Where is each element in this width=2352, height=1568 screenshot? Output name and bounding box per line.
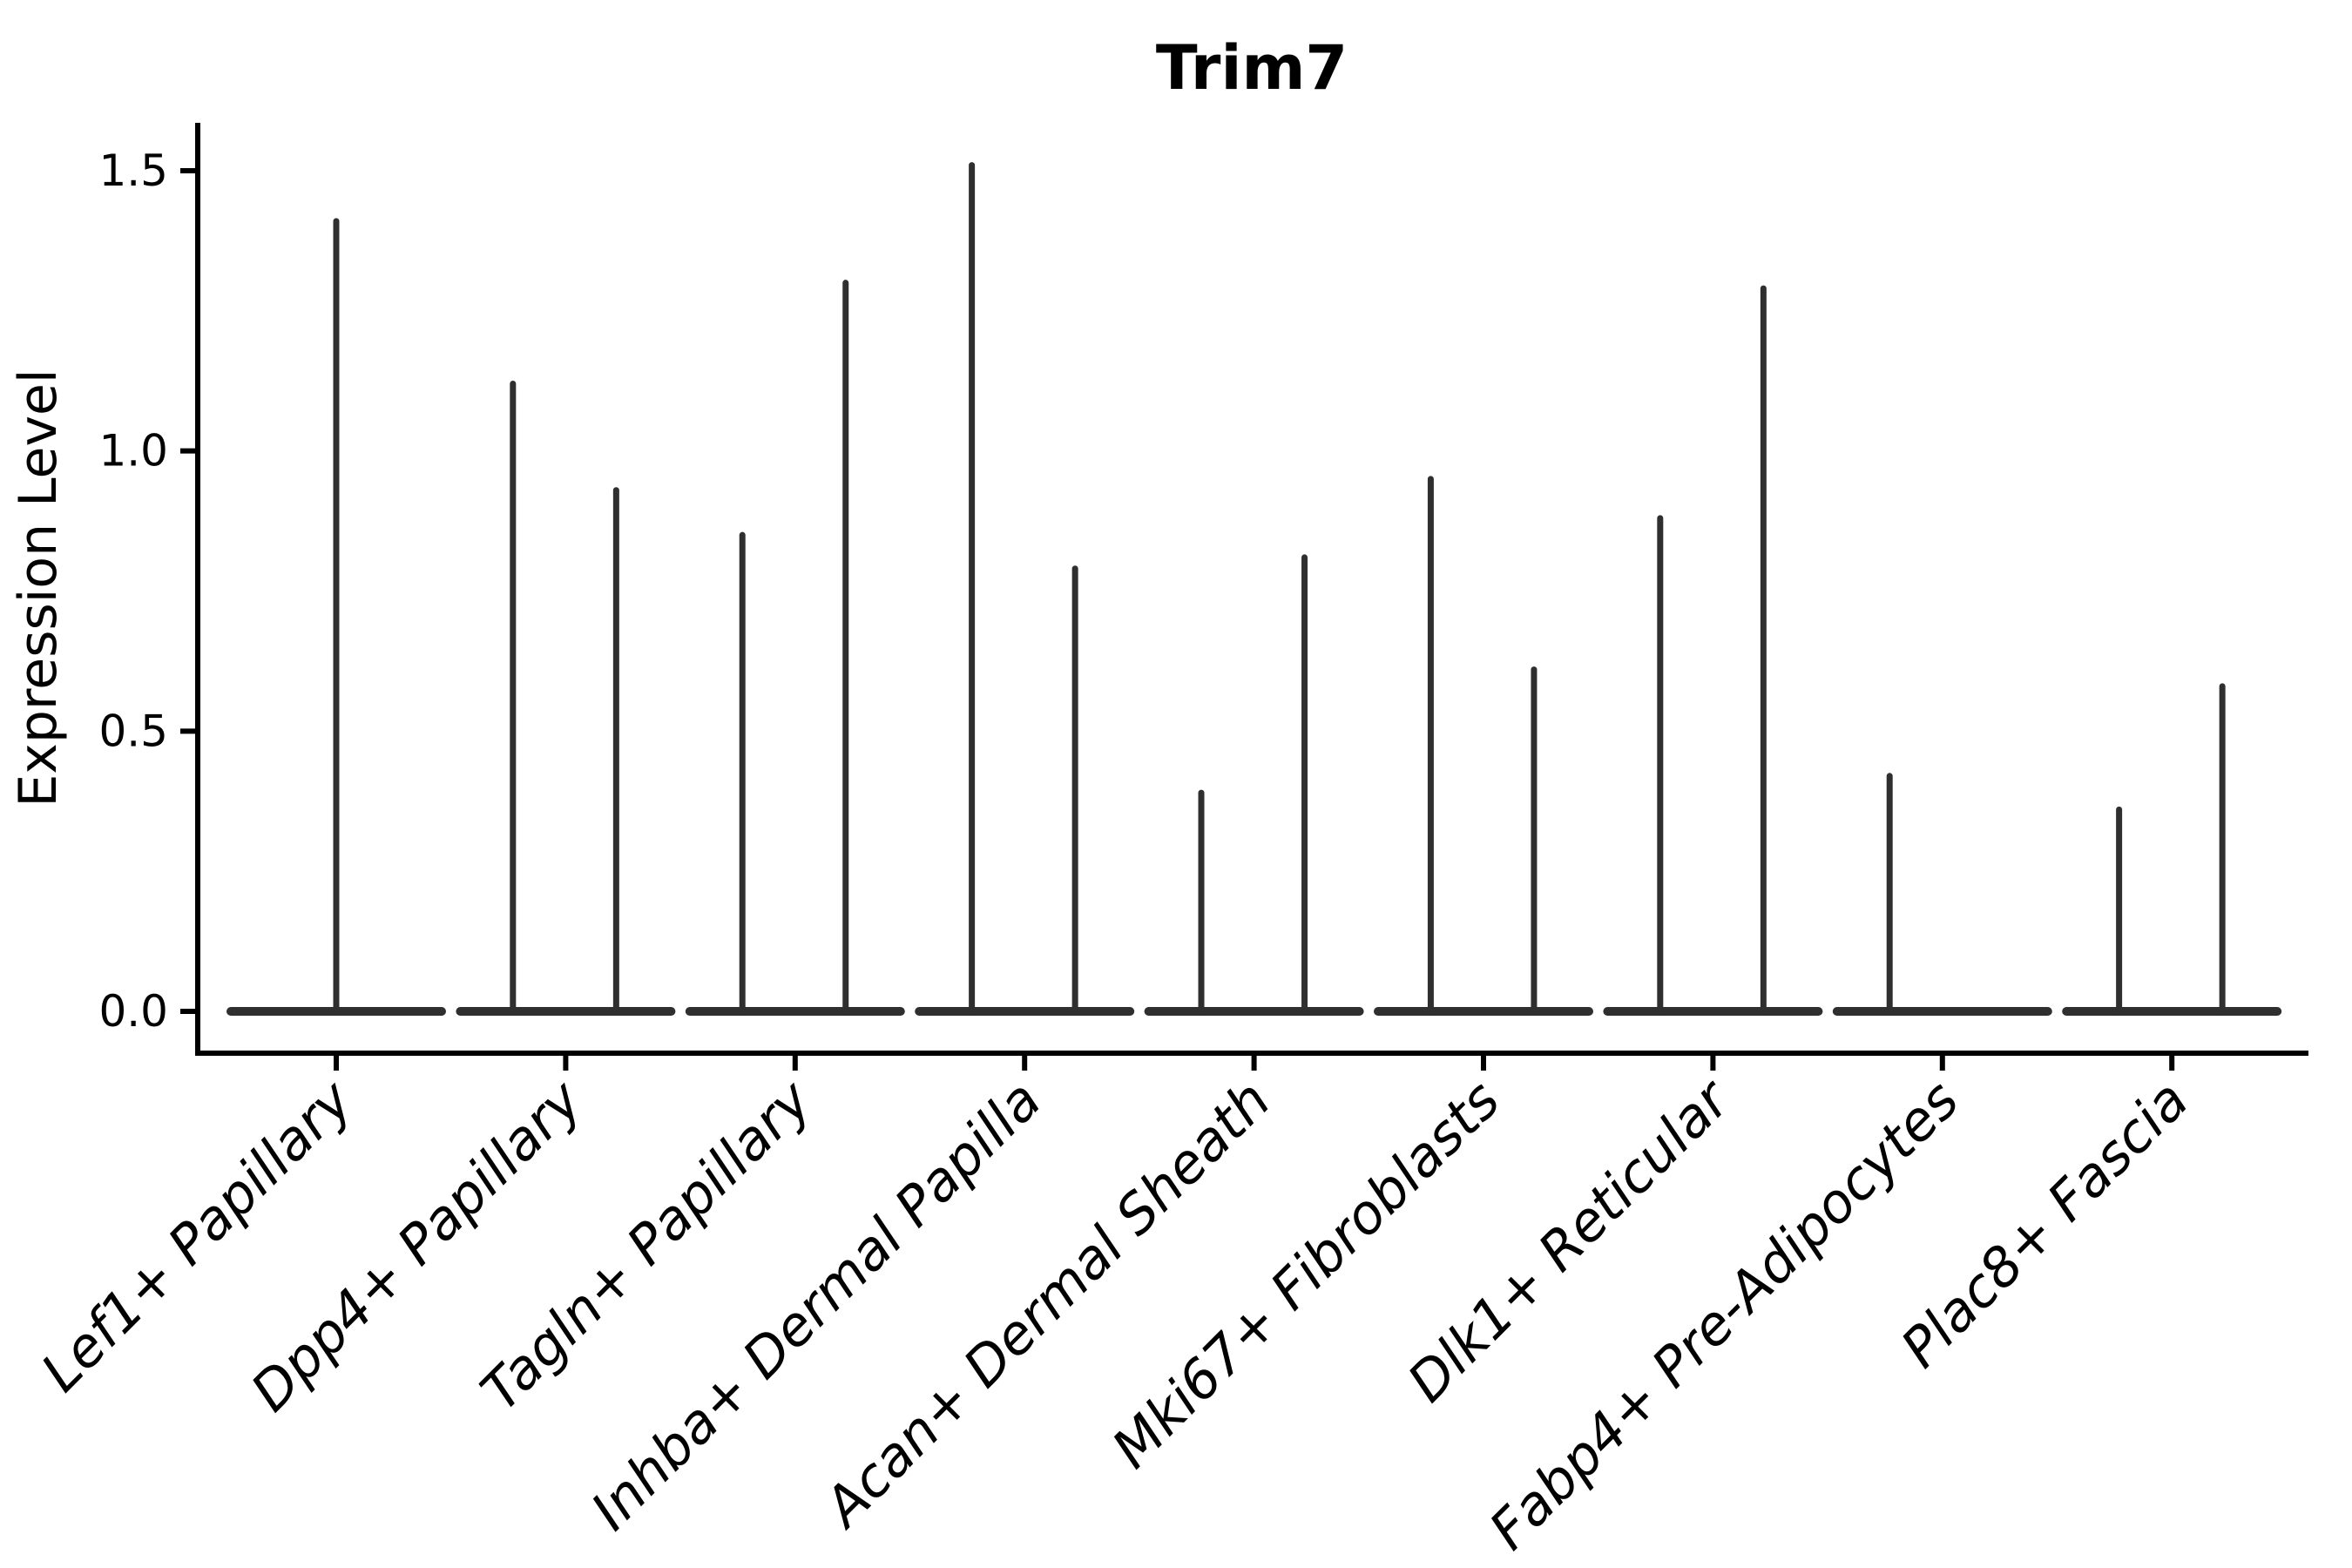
x-tick-label: Inhba+ Dermal Papilla xyxy=(578,1068,1052,1542)
x-tick-label: Mki67+ Fibroblasts xyxy=(1099,1068,1511,1480)
y-tick-label: 1.0 xyxy=(98,426,168,476)
violin-group xyxy=(1603,285,1823,1016)
violin-group xyxy=(2062,683,2282,1016)
violin-group xyxy=(456,380,676,1016)
violin-group xyxy=(226,218,446,1016)
violin-group xyxy=(1144,554,1364,1016)
y-tick-label: 1.5 xyxy=(98,145,168,196)
x-tick-label: Acan+ Dermal Sheath xyxy=(809,1068,1282,1541)
y-tick-label: 0.5 xyxy=(98,706,168,756)
x-tick-label: Fabp4+ Pre-Adipocytes xyxy=(1477,1068,1971,1562)
violin-series xyxy=(226,162,2282,1016)
y-axis-ticks: 0.0 0.5 1.0 1.5 xyxy=(98,145,198,1037)
violin-group xyxy=(1374,476,1593,1016)
y-tick-label: 0.0 xyxy=(98,986,168,1037)
violin-group xyxy=(1832,773,2052,1016)
violin-group xyxy=(915,162,1135,1016)
y-axis-label: Expression Level xyxy=(8,368,69,807)
violin-group xyxy=(685,280,905,1016)
chart-title: Trim7 xyxy=(1156,32,1348,104)
